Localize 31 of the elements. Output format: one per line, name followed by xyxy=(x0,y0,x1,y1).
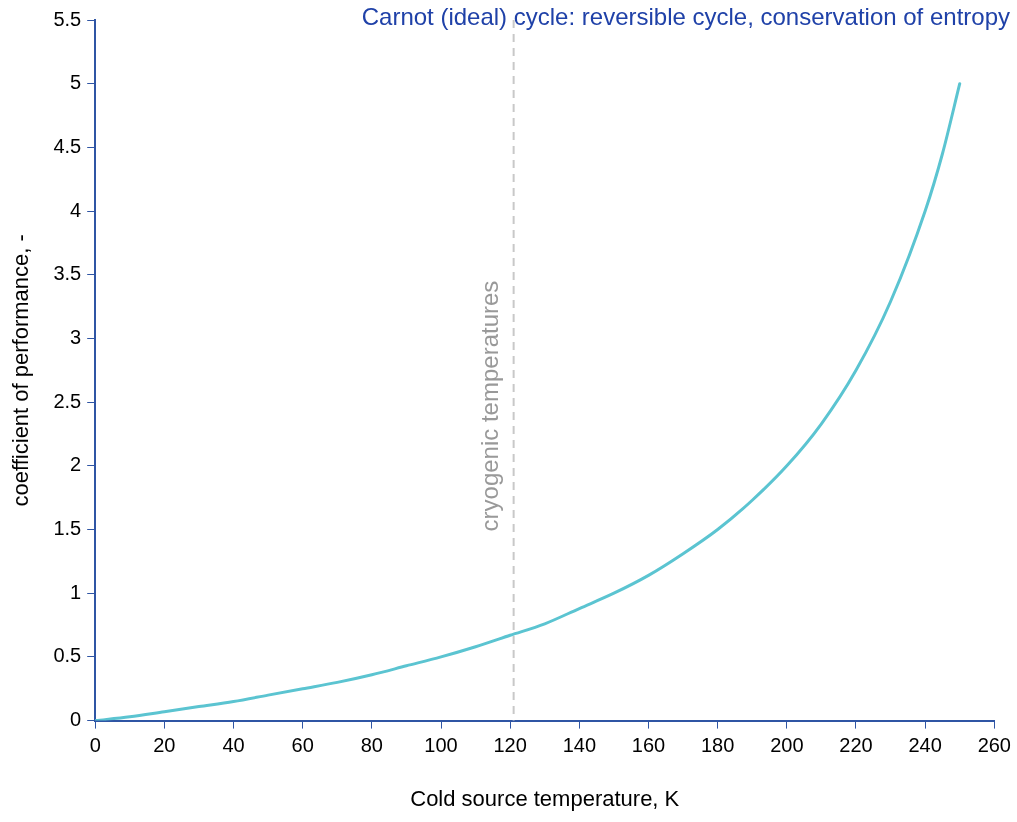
line-series xyxy=(95,82,962,721)
y-tick-label: 0 xyxy=(70,708,82,731)
y-tick-label: 0.5 xyxy=(53,644,82,667)
x-tick-label: 220 xyxy=(839,734,873,757)
x-axis-title: Cold source temperature, K xyxy=(410,785,680,811)
y-tick-label: 1.5 xyxy=(53,517,82,540)
x-tick-label: 0 xyxy=(89,734,101,757)
x-tick-label: 20 xyxy=(153,734,176,757)
x-tick-label: 140 xyxy=(562,734,597,757)
y-tick-label: 3 xyxy=(70,325,82,348)
y-tick-label: 4.5 xyxy=(53,134,82,157)
x-tick-label: 120 xyxy=(493,734,527,757)
y-tick-label: 5 xyxy=(70,71,82,94)
y-tick-label: 3.5 xyxy=(53,262,82,285)
y-tick-label: 5.5 xyxy=(53,7,82,30)
x-tick-label: 40 xyxy=(222,734,245,757)
x-tick-label: 240 xyxy=(908,734,942,757)
x-tick-label: 80 xyxy=(360,734,383,757)
y-tick-label: 2.5 xyxy=(53,389,82,412)
ref-line-label: cryogenic temperatures xyxy=(476,280,504,532)
y-tick-label: 2 xyxy=(70,453,82,476)
chart-title: Carnot (ideal) cycle: reversible cycle, conservation of entropy xyxy=(361,2,1010,30)
y-axis-title: coefficient of performance, - xyxy=(8,234,34,507)
x-tick-label: 180 xyxy=(700,734,735,757)
x-tick-label: 260 xyxy=(977,734,1011,757)
x-tick-label: 100 xyxy=(424,734,458,757)
y-tick-label: 1 xyxy=(70,580,82,603)
x-tick-label: 200 xyxy=(770,734,804,757)
y-tick-label: 4 xyxy=(70,198,82,221)
x-tick-label: 60 xyxy=(291,734,314,757)
x-tick-label: 160 xyxy=(631,734,666,757)
